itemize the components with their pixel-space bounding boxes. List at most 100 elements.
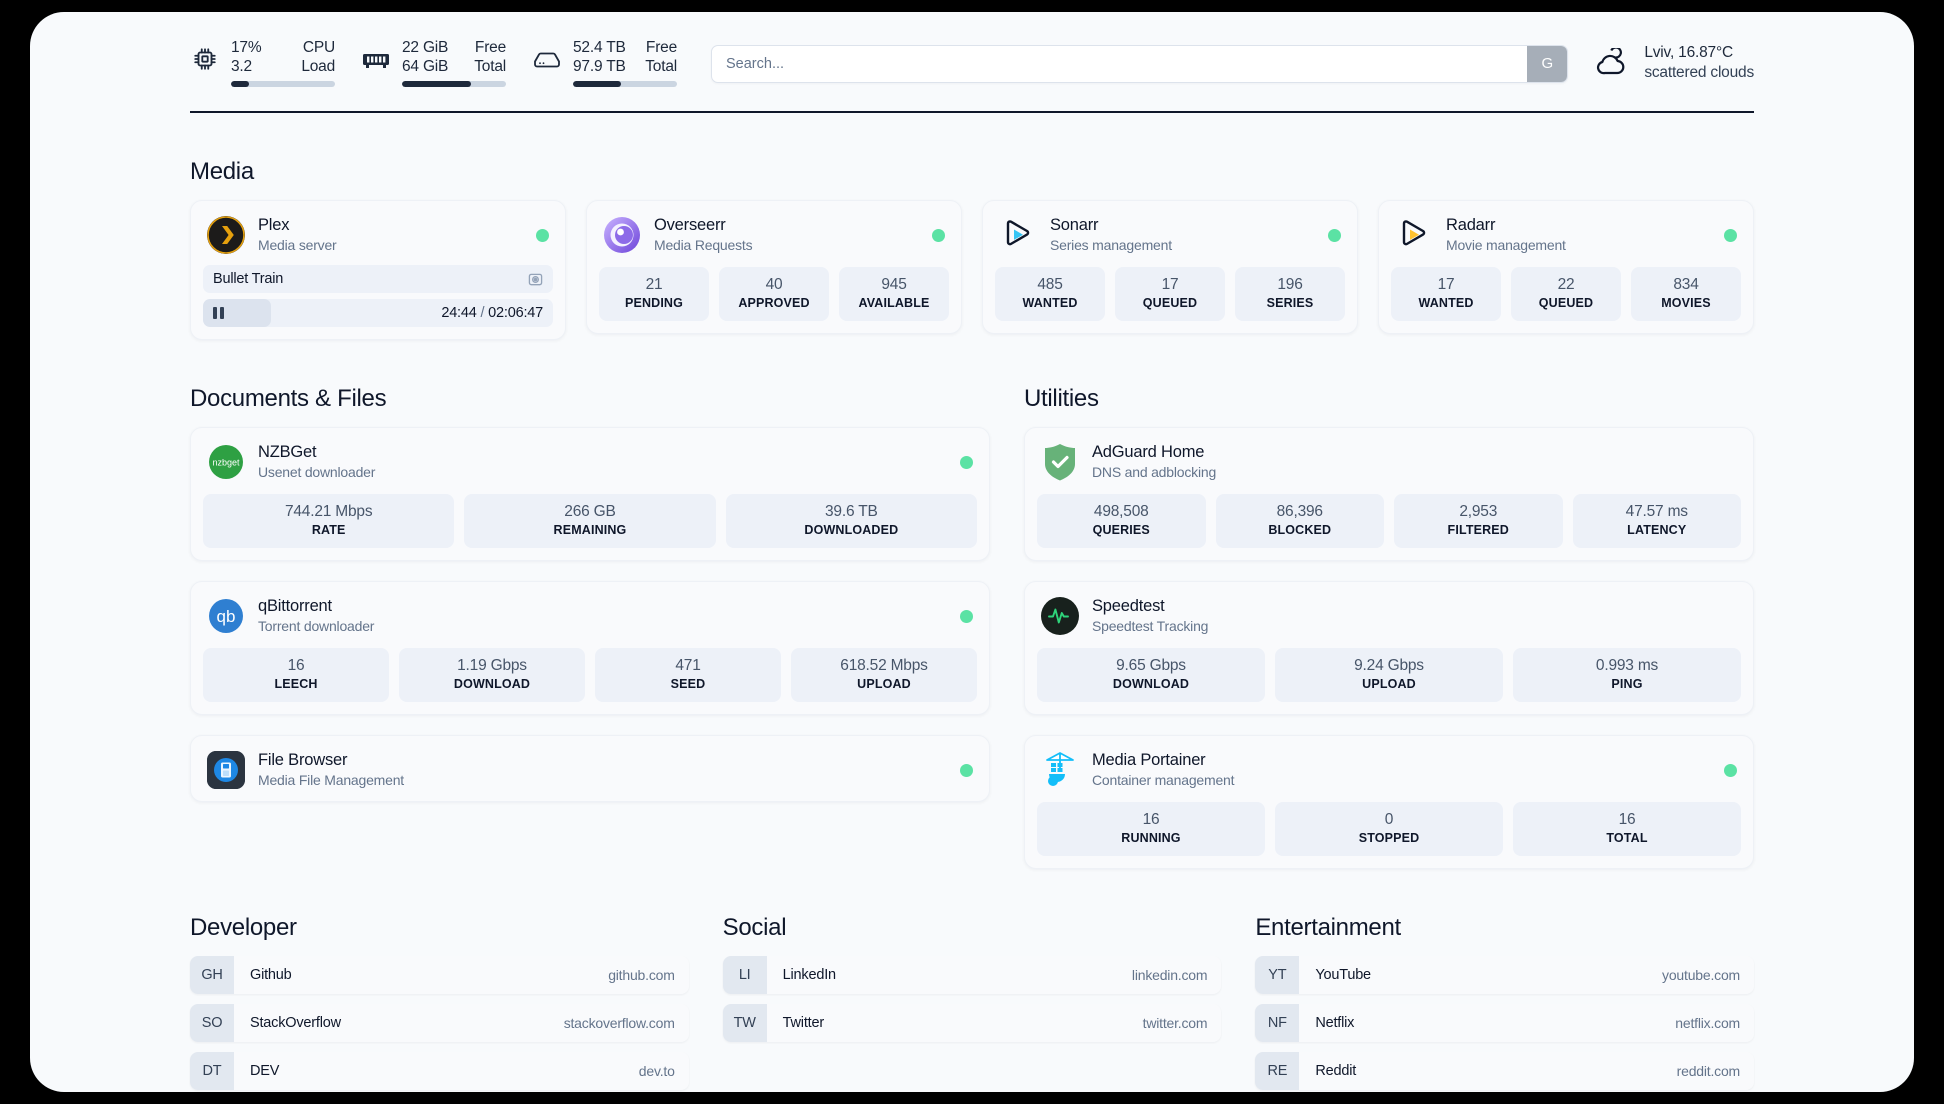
bookmark-item-netflix[interactable]: NF Netflix netflix.com: [1255, 1004, 1755, 1042]
stat-value: 40: [765, 276, 783, 293]
memory-module: 22 GiB 64 GiB Free Total: [361, 38, 506, 87]
search-engine-button[interactable]: G: [1527, 45, 1568, 82]
bookmark-url: dev.to: [638, 1063, 675, 1079]
stat-rate: 744.21 Mbps RATE: [203, 494, 455, 548]
service-card-sonarr[interactable]: Sonarr Series management 485 WANTED 17 Q…: [982, 200, 1358, 334]
bookmark-url: github.com: [608, 967, 675, 983]
stat-value: 39.6 TB: [825, 503, 878, 520]
stat-label: SERIES: [1266, 296, 1314, 310]
bookmark-item-youtube[interactable]: YT YouTube youtube.com: [1255, 956, 1755, 994]
bookmark-group-social: Social LI LinkedIn linkedin.com TW Twitt…: [722, 869, 1222, 1090]
bookmark-url: reddit.com: [1676, 1063, 1741, 1079]
stat-ping: 0.993 ms PING: [1513, 648, 1741, 702]
section-title-media: Media: [190, 158, 254, 185]
section-title-documents: Documents & Files: [190, 385, 387, 412]
now-playing-title-bar[interactable]: Bullet Train: [203, 265, 553, 293]
header-bar: 17% 3.2 CPU Load: [190, 12, 1754, 87]
service-card-speedtest[interactable]: Speedtest Speedtest Tracking 9.65 Gbps D…: [1024, 581, 1754, 715]
bookmark-item-twitter[interactable]: TW Twitter twitter.com: [722, 1004, 1222, 1042]
bookmark-item-dev[interactable]: DT DEV dev.to: [190, 1052, 689, 1090]
service-card-plex[interactable]: Plex Media server Bullet Train: [190, 200, 566, 340]
service-subtitle: Media File Management: [258, 772, 404, 788]
stat-label: BLOCKED: [1268, 523, 1332, 537]
bookmark-url: netflix.com: [1675, 1015, 1741, 1031]
portainer-icon: [1041, 751, 1079, 789]
stat-value: 266 GB: [564, 503, 616, 520]
disk-label-top: Free: [645, 39, 677, 56]
cast-icon[interactable]: [528, 272, 543, 287]
stat-label: SEED: [670, 677, 706, 691]
bookmarks-row: Developer GH Github github.com SO StackO…: [190, 869, 1755, 1090]
stat-label: PENDING: [624, 296, 683, 310]
memory-free-value: 22 GiB: [402, 39, 449, 56]
overseerr-icon: [603, 216, 641, 254]
bookmark-name: Twitter: [782, 1015, 825, 1031]
stat-label: REMAINING: [553, 523, 627, 537]
service-name: Media Portainer: [1092, 751, 1206, 769]
service-subtitle: Series management: [1050, 237, 1172, 253]
status-dot-online: [960, 763, 973, 777]
search-input[interactable]: Search...: [726, 55, 785, 72]
stats-row: 485 WANTED 17 QUEUED 196 SERIES: [995, 267, 1345, 321]
stat-label: QUERIES: [1092, 523, 1150, 537]
bookmark-url: linkedin.com: [1131, 967, 1208, 983]
disk-free-value: 52.4 TB: [573, 39, 626, 56]
stat-value: 9.65 Gbps: [1116, 657, 1186, 674]
stat-pending: 21 PENDING: [599, 267, 709, 321]
service-name: NZBGet: [258, 443, 317, 461]
stat-stopped: 0 STOPPED: [1275, 802, 1503, 856]
search-box[interactable]: Search... G: [711, 44, 1569, 83]
service-card-overseerr[interactable]: Overseerr Media Requests 21 PENDING 40 A…: [586, 200, 962, 334]
service-subtitle: Usenet downloader: [258, 464, 376, 480]
disk-total-value: 97.9 TB: [573, 58, 626, 75]
service-card-media-portainer[interactable]: Media Portainer Container management 16 …: [1024, 735, 1754, 869]
service-subtitle: Media server: [258, 237, 337, 253]
status-dot-online: [1724, 763, 1737, 777]
stat-value: 22: [1557, 276, 1575, 293]
bookmark-url: stackoverflow.com: [563, 1015, 675, 1031]
pause-icon[interactable]: [213, 307, 224, 319]
status-dot-online: [960, 455, 973, 469]
bookmark-url: twitter.com: [1142, 1015, 1208, 1031]
stat-downloaded: 39.6 TB DOWNLOADED: [725, 494, 977, 548]
service-card-adguard[interactable]: AdGuard Home DNS and adblocking 498,508 …: [1024, 427, 1754, 561]
stat-value: 196: [1277, 276, 1303, 293]
bookmark-name: DEV: [250, 1063, 280, 1079]
stat-value: 16: [1142, 811, 1160, 828]
cpu-usage-value: 17%: [231, 39, 262, 56]
bookmark-abbr: TW: [722, 1004, 767, 1042]
stat-queued: 17 QUEUED: [1115, 267, 1225, 321]
stat-label: MOVIES: [1661, 296, 1711, 310]
bookmark-item-stackoverflow[interactable]: SO StackOverflow stackoverflow.com: [190, 1004, 689, 1042]
stat-value: 471: [675, 657, 701, 674]
bookmark-abbr: RE: [1255, 1052, 1300, 1090]
bookmark-group-developer: Developer GH Github github.com SO StackO…: [190, 869, 689, 1090]
service-card-radarr[interactable]: Radarr Movie management 17 WANTED 22 QUE…: [1378, 200, 1754, 334]
service-card-nzbget[interactable]: nzbget NZBGet Usenet downloader 74: [190, 427, 990, 561]
stat-leech: 16 LEECH: [203, 648, 389, 702]
now-playing-progress[interactable]: 24:44 / 02:06:47: [203, 299, 553, 327]
bookmark-item-reddit[interactable]: RE Reddit reddit.com: [1255, 1052, 1755, 1090]
memory-ram-icon: [361, 42, 391, 76]
speedtest-pulse-icon: [1041, 597, 1079, 635]
service-card-qbittorrent[interactable]: qb qBittorrent Torrent downloader: [190, 581, 990, 715]
stat-movies: 834 MOVIES: [1631, 267, 1741, 321]
bookmark-item-github[interactable]: GH Github github.com: [190, 956, 689, 994]
stat-value: 9.24 Gbps: [1354, 657, 1424, 674]
service-name: qBittorrent: [258, 597, 332, 615]
stat-queries: 498,508 QUERIES: [1037, 494, 1206, 548]
stat-label: DOWNLOAD: [1112, 677, 1190, 691]
stat-label: TOTAL: [1606, 831, 1648, 845]
adguard-shield-icon: [1041, 443, 1079, 481]
stat-value: 0.993 ms: [1595, 657, 1659, 674]
status-dot-online: [536, 228, 549, 242]
status-dot-online: [960, 609, 973, 623]
stat-label: FILTERED: [1447, 523, 1509, 537]
stat-value: 16: [287, 657, 305, 674]
service-card-file-browser[interactable]: File Browser Media File Management: [190, 735, 990, 802]
stat-label: WANTED: [1418, 296, 1474, 310]
bookmark-item-linkedin[interactable]: LI LinkedIn linkedin.com: [722, 956, 1222, 994]
radarr-icon: [1395, 216, 1433, 254]
stat-label: DOWNLOAD: [453, 677, 531, 691]
cpu-chip-icon: [190, 42, 220, 76]
